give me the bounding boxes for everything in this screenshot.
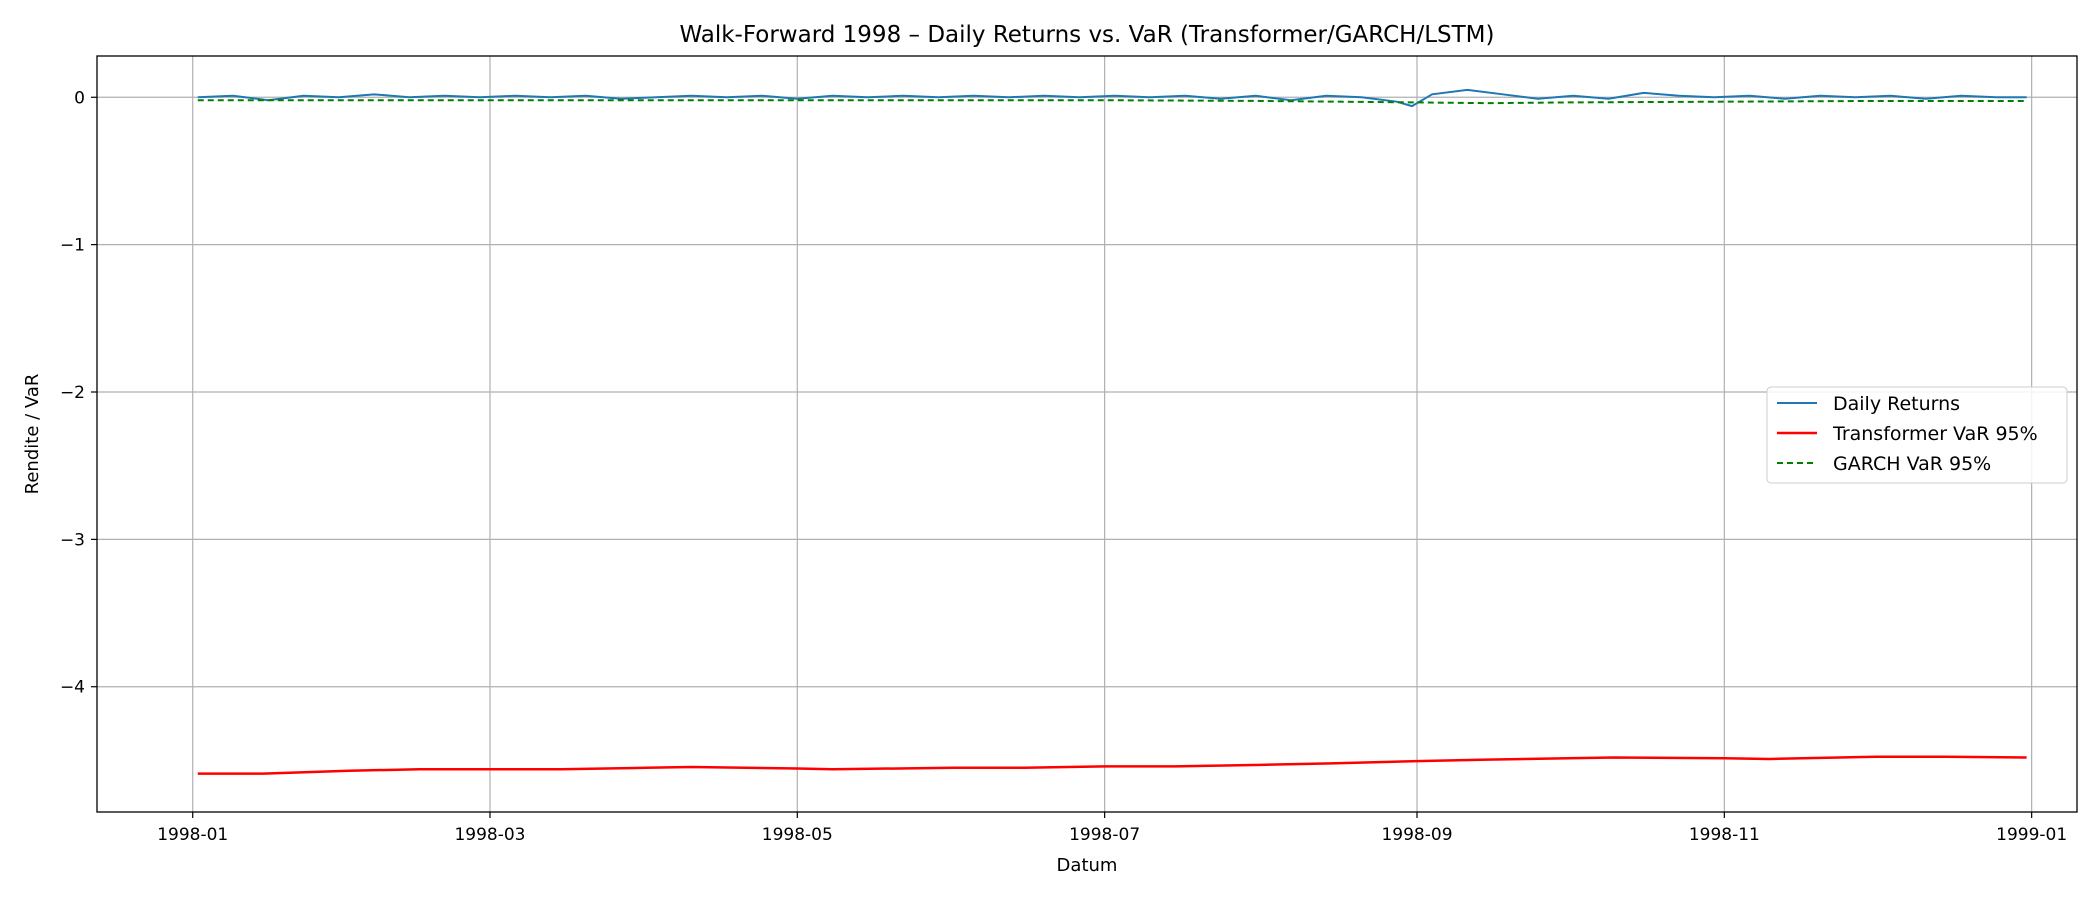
x-tick-label: 1998-09 xyxy=(1381,825,1452,845)
series-layer xyxy=(197,88,2027,775)
y-tick-label: −3 xyxy=(60,530,85,550)
y-tick-label: −1 xyxy=(60,236,85,256)
y-tick-label: 0 xyxy=(74,88,85,108)
garch-var-line xyxy=(197,99,2027,105)
x-tick-label: 1998-07 xyxy=(1069,825,1140,845)
grid xyxy=(97,56,2077,812)
x-tick-label: 1998-05 xyxy=(762,825,833,845)
legend-box xyxy=(1766,386,2068,484)
legend: Daily Returns Transformer VaR 95% GARCH … xyxy=(1766,386,2068,484)
plot-frame xyxy=(96,55,2078,813)
transformer-var-line xyxy=(197,755,2027,775)
axis-ticks: 1998-01 1998-03 1998-05 1998-07 1998-09 1998-… xyxy=(60,88,2067,845)
legend-label-daily-returns: Daily Returns xyxy=(1833,393,1960,415)
x-tick-label: 1999-01 xyxy=(1996,825,2067,845)
daily-returns-line xyxy=(197,88,2027,108)
x-axis-label: Datum xyxy=(1057,855,1118,876)
y-tick-label: −2 xyxy=(60,383,85,403)
chart-title: Walk-Forward 1998 – Daily Returns vs. Va… xyxy=(679,22,1494,48)
x-tick-label: 1998-11 xyxy=(1689,825,1760,845)
x-tick-label: 1998-03 xyxy=(454,825,525,845)
legend-label-garch-var: GARCH VaR 95% xyxy=(1833,453,1991,475)
x-tick-label: 1998-01 xyxy=(157,825,228,845)
legend-label-transformer-var: Transformer VaR 95% xyxy=(1832,423,2038,445)
y-tick-label: −4 xyxy=(60,678,85,698)
y-axis-label: Rendite / VaR xyxy=(22,374,43,495)
